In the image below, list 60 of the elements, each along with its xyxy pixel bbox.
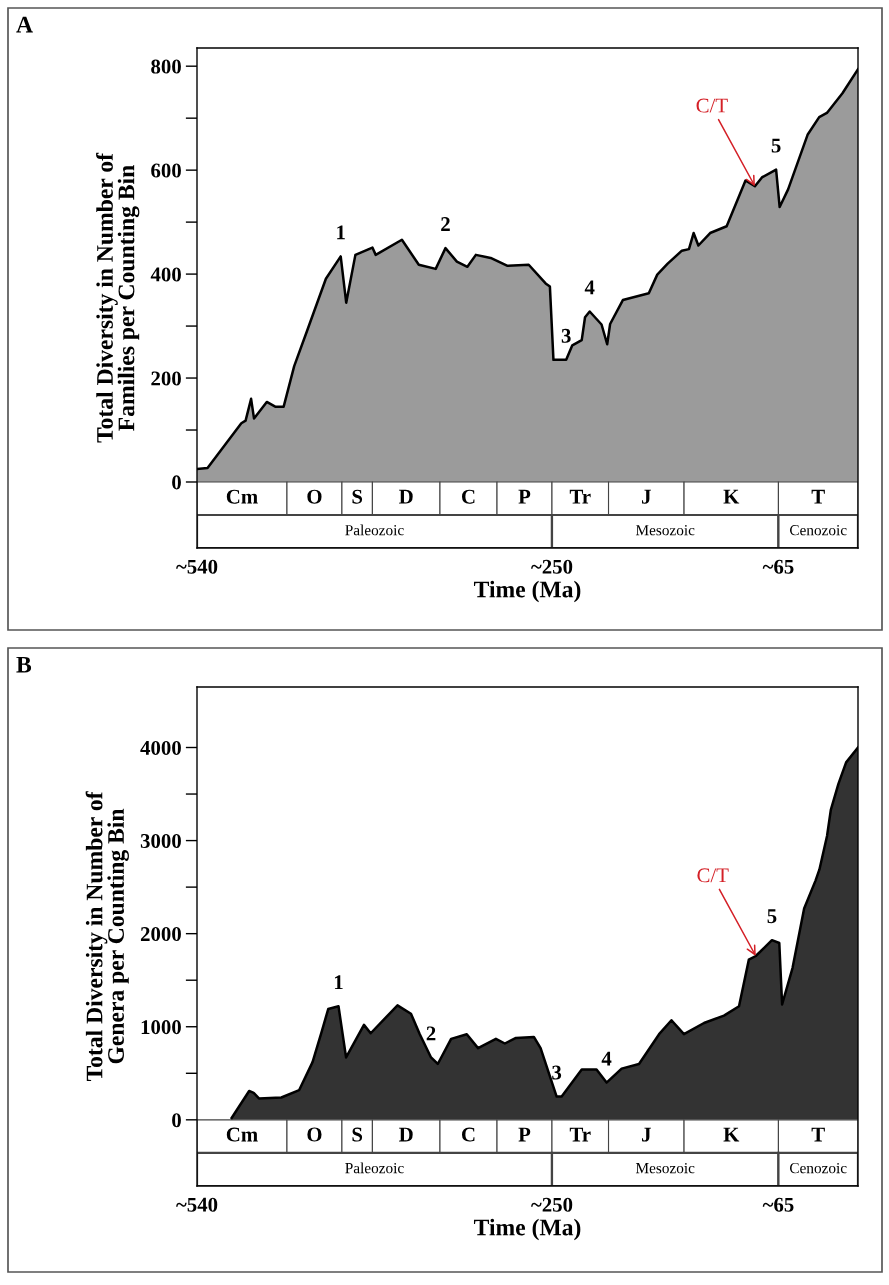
annotation: 3 [561, 328, 571, 343]
annotation: 4 [584, 280, 595, 295]
x-tick-label: ~65 [762, 1197, 794, 1212]
chart-title: A [16, 16, 33, 33]
y-tick-label: 200 [151, 371, 181, 386]
band-label: K [723, 1127, 740, 1142]
y-tick-label: 800 [151, 59, 181, 74]
band-label: Cm [226, 1127, 258, 1142]
band-label: Cenozoic [790, 1163, 847, 1174]
band-label: Cm [226, 489, 258, 504]
band-label: S [352, 1127, 363, 1142]
x-tick-label: ~250 [531, 559, 573, 574]
band-label: T [811, 1127, 825, 1142]
annotation: 5 [771, 138, 781, 153]
x-tick-label: ~540 [176, 559, 218, 574]
band-label: Tr [569, 1127, 591, 1142]
band-label: Mesozoic [635, 1163, 695, 1174]
band-label: D [399, 489, 413, 504]
y-tick-label: 1000 [141, 1020, 181, 1035]
annotation: 5 [767, 909, 777, 924]
y-tick-label: 4000 [140, 740, 181, 755]
band-label: Paleozoic [345, 1162, 404, 1174]
band-label: P [518, 1127, 531, 1142]
y-axis-title: Total Diversity in Number of Families per Counting Bin [96, 152, 140, 443]
band-label: O [307, 489, 322, 504]
x-tick-label: ~540 [176, 1197, 218, 1212]
annotation: 2 [441, 217, 450, 231]
band-label: C [462, 489, 475, 504]
chart-title: B [16, 656, 32, 673]
annotation: 4 [601, 1051, 612, 1066]
y-axis-title: Total Diversity in Number of Genera per Counting Bin [85, 791, 129, 1082]
annotation: C/T [697, 868, 729, 883]
band-label: C [462, 1127, 475, 1142]
band-label: J [642, 489, 651, 504]
x-tick-label: ~250 [531, 1197, 573, 1212]
y-tick-label: 0 [172, 1113, 181, 1128]
band-label: T [811, 489, 825, 504]
band-label: Cenozoic [790, 525, 847, 536]
band-label: Mesozoic [635, 525, 695, 536]
band-label: Tr [569, 489, 591, 504]
x-axis-title: Time (Ma) [473, 580, 581, 603]
band-label: K [723, 489, 740, 504]
y-tick-label: 3000 [140, 833, 181, 849]
annotation: 1 [337, 225, 345, 240]
y-tick-label: 400 [150, 267, 181, 282]
annotation: 3 [552, 1065, 562, 1080]
annotation: 1 [334, 975, 343, 990]
y-tick-label: 0 [172, 475, 181, 490]
x-axis-title: Time (Ma) [473, 1218, 581, 1241]
x-tick-label: ~65 [762, 559, 794, 574]
band-label: J [642, 1127, 651, 1142]
y-tick-label: 600 [151, 163, 181, 178]
band-label: S [352, 489, 363, 504]
band-label: O [307, 1127, 322, 1142]
annotation: C/T [696, 98, 728, 113]
band-label: P [518, 489, 531, 504]
band-label: D [399, 1127, 413, 1142]
band-label: Paleozoic [345, 524, 404, 536]
annotation: 2 [426, 1026, 436, 1041]
y-tick-label: 2000 [140, 927, 181, 942]
